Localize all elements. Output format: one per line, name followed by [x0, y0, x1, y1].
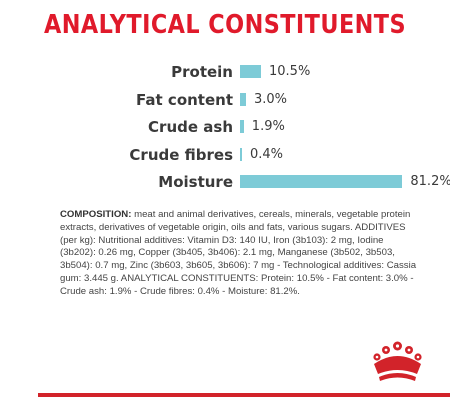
chart-row: Crude fibres 0.4%: [0, 144, 450, 166]
value-bar: [240, 65, 261, 78]
chart-row: Fat content 3.0%: [0, 89, 450, 111]
value-bar: [240, 92, 246, 106]
composition-heading: COMPOSITION:: [60, 209, 132, 220]
category-label: Crude ash: [148, 118, 233, 136]
page-title: ANALYTICAL CONSTITUENTS: [43, 10, 407, 40]
chart-row: Crude ash 1.9%: [0, 116, 450, 138]
composition-text: COMPOSITION: meat and animal derivatives…: [60, 209, 420, 299]
brand-divider-line: [38, 393, 450, 397]
value-label: 0.4%: [250, 146, 284, 162]
value-bar: [240, 120, 244, 133]
value-label: 1.9%: [251, 119, 285, 134]
value-label: 10.5%: [269, 64, 311, 79]
crown-logo-icon: [373, 341, 422, 381]
value-bar: [240, 175, 403, 188]
chart-row: Moisture 81.2%: [0, 171, 450, 193]
value-label: 3.0%: [254, 91, 288, 107]
value-label: 81.2%: [410, 174, 450, 189]
category-label: Crude fibres: [129, 145, 233, 164]
category-label: Moisture: [158, 173, 233, 191]
chart-row: Protein 10.5%: [0, 61, 450, 83]
category-label: Protein: [171, 63, 233, 81]
composition-body: meat and animal derivatives, cereals, mi…: [60, 209, 417, 297]
value-bar: [240, 147, 242, 161]
category-label: Fat content: [136, 90, 233, 109]
